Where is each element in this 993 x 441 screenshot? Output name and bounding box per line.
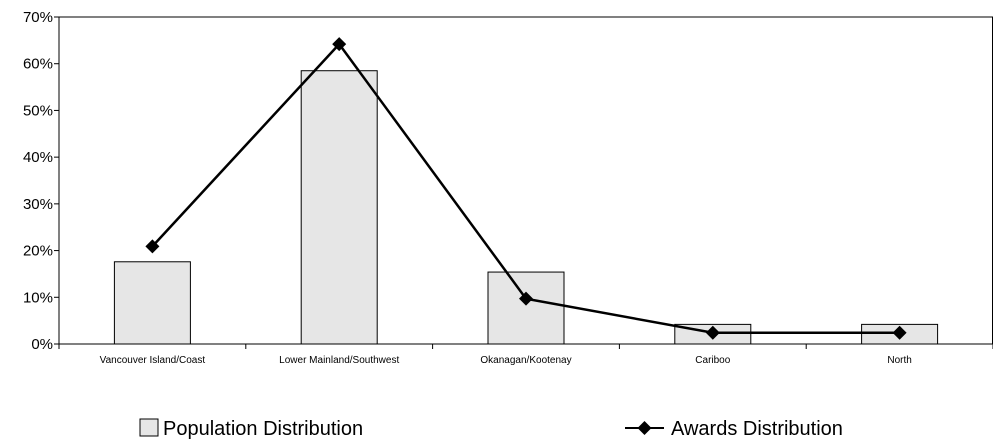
y-axis: 0% 10% 20% 30% 40% 50% 60% 70% xyxy=(23,9,59,353)
population-bar xyxy=(301,71,377,344)
y-tick-label: 50% xyxy=(23,102,53,119)
awards-line xyxy=(145,37,906,340)
x-category-label: Okanagan/Kootenay xyxy=(480,355,571,366)
legend: Population Distribution Awards Distribut… xyxy=(140,418,843,440)
y-tick-label: 20% xyxy=(23,243,53,260)
population-bar xyxy=(488,272,564,344)
x-category-label: Lower Mainland/Southwest xyxy=(279,355,399,366)
legend-label-awards: Awards Distribution xyxy=(671,418,843,440)
legend-label-population: Population Distribution xyxy=(163,418,363,440)
legend-diamond-icon xyxy=(638,421,652,435)
y-tick-label: 30% xyxy=(23,196,53,213)
legend-bar-swatch xyxy=(140,419,158,436)
y-tick-label: 40% xyxy=(23,149,53,166)
y-tick-label: 10% xyxy=(23,289,53,306)
x-category-label: Vancouver Island/Coast xyxy=(100,355,206,366)
x-category-label: North xyxy=(887,355,911,366)
population-bar xyxy=(114,262,190,344)
x-axis: Vancouver Island/Coast Lower Mainland/Sou… xyxy=(59,344,993,366)
y-tick-label: 0% xyxy=(31,336,53,353)
y-tick-label: 70% xyxy=(23,9,53,26)
x-category-label: Cariboo xyxy=(695,355,730,366)
y-tick-label: 60% xyxy=(23,56,53,73)
